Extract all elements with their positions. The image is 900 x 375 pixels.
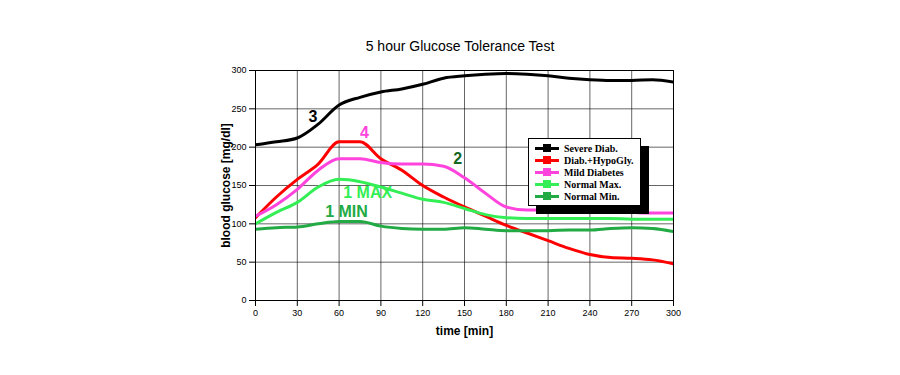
svg-text:250: 250 <box>231 104 246 114</box>
svg-text:210: 210 <box>541 308 556 318</box>
svg-text:300: 300 <box>666 308 681 318</box>
svg-text:300: 300 <box>231 65 246 75</box>
svg-text:time [min]: time [min] <box>436 324 493 338</box>
html-text:Severe Diab.: Severe Diab. <box>564 142 618 154</box>
svg-text:blood glucose [mg/dl]: blood glucose [mg/dl] <box>219 123 233 248</box>
html-text:Normal Max.: Normal Max. <box>564 178 622 190</box>
svg-text:90: 90 <box>376 308 386 318</box>
svg-text:4: 4 <box>360 124 369 141</box>
html-text:5 hour Glucose Tolerance Test: 5 hour Glucose Tolerance Test <box>365 38 555 54</box>
svg-text:200: 200 <box>231 142 246 152</box>
svg-text:150: 150 <box>457 308 472 318</box>
svg-text:1 MIN: 1 MIN <box>325 203 368 220</box>
svg-text:150: 150 <box>231 180 246 190</box>
svg-text:100: 100 <box>231 219 246 229</box>
html-text:Diab.+HypoGly.: Diab.+HypoGly. <box>564 154 634 166</box>
svg-text:270: 270 <box>624 308 639 318</box>
svg-text:30: 30 <box>292 308 302 318</box>
svg-text:60: 60 <box>334 308 344 318</box>
svg-text:3: 3 <box>308 108 317 125</box>
svg-text:1 MAX: 1 MAX <box>343 184 392 201</box>
svg-text:120: 120 <box>415 308 430 318</box>
svg-text:0: 0 <box>253 308 258 318</box>
svg-text:2: 2 <box>453 150 462 167</box>
html-text:Mild Diabetes: Mild Diabetes <box>564 166 624 178</box>
svg-text:0: 0 <box>241 295 246 305</box>
svg-text:180: 180 <box>499 308 514 318</box>
html-text:Normal Min.: Normal Min. <box>564 190 620 202</box>
svg-text:50: 50 <box>236 257 246 267</box>
svg-text:240: 240 <box>582 308 597 318</box>
